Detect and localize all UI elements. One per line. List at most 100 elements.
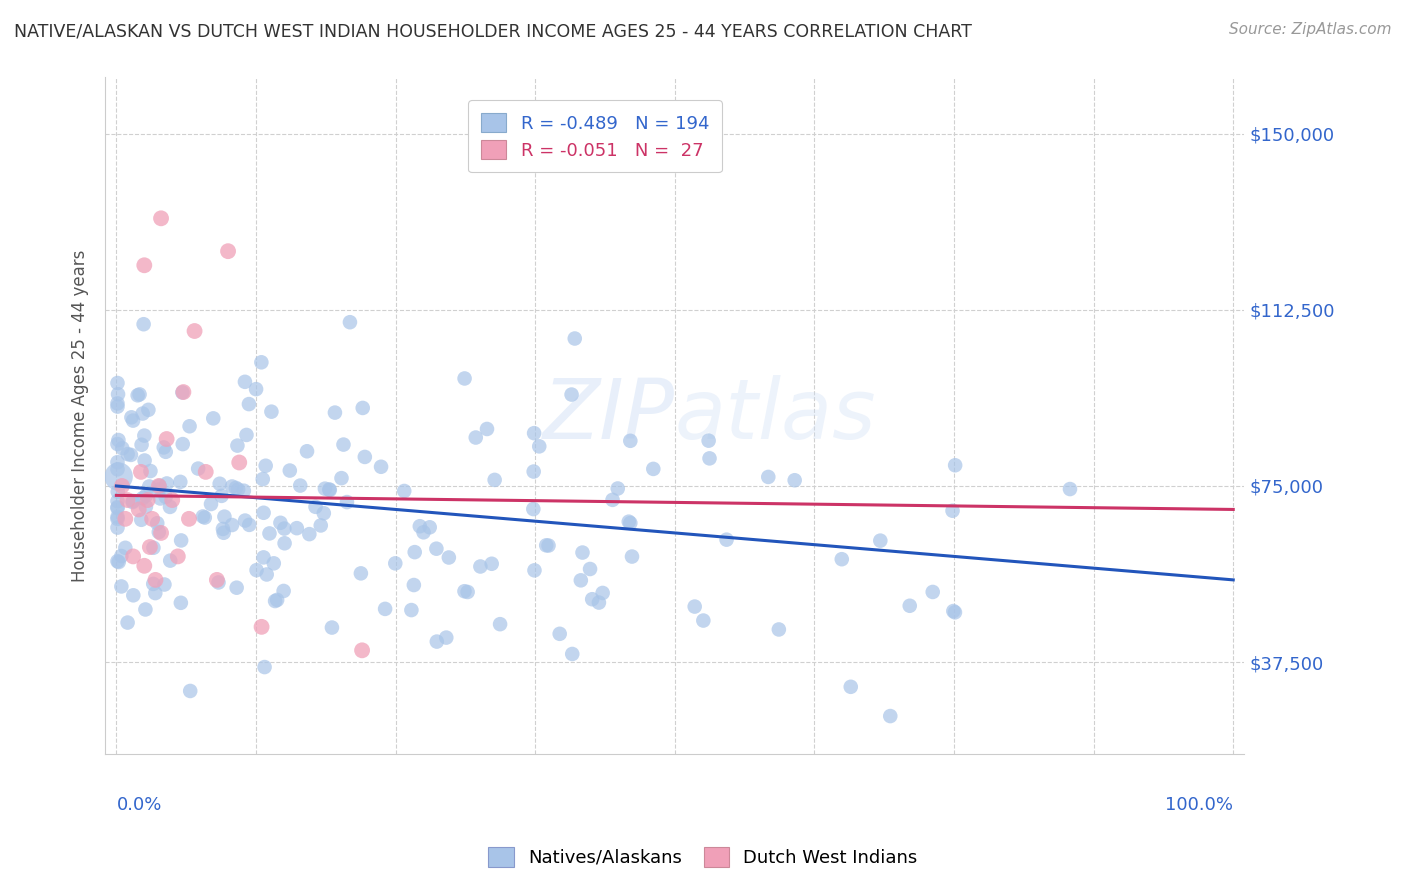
Point	[226, 483, 249, 497]
Point	[107, 455, 129, 469]
Point	[127, 388, 149, 402]
Point	[475, 422, 498, 436]
Point	[143, 586, 166, 600]
Point	[238, 397, 260, 411]
Point	[110, 579, 132, 593]
Point	[581, 592, 603, 607]
Point	[332, 437, 354, 451]
Point	[128, 387, 150, 401]
Point	[529, 439, 551, 453]
Point	[339, 315, 361, 329]
Point	[132, 317, 155, 331]
Point	[252, 472, 274, 486]
Point	[179, 419, 201, 434]
Point	[692, 614, 714, 628]
Point	[561, 387, 583, 401]
Point	[319, 483, 342, 497]
Point	[194, 465, 217, 479]
Point	[114, 512, 136, 526]
Point	[250, 355, 273, 369]
Point	[172, 385, 194, 400]
Point	[155, 445, 177, 459]
Point	[142, 541, 165, 555]
Point	[139, 540, 162, 554]
Point	[141, 512, 163, 526]
Point	[135, 488, 157, 502]
Point	[869, 533, 891, 548]
Point	[263, 557, 285, 571]
Point	[169, 475, 191, 489]
Point	[233, 514, 256, 528]
Point	[150, 525, 173, 540]
Point	[402, 578, 425, 592]
Point	[111, 441, 134, 455]
Point	[148, 524, 170, 539]
Point	[156, 432, 179, 446]
Point	[120, 448, 142, 462]
Point	[129, 513, 152, 527]
Point	[831, 552, 853, 566]
Point	[534, 538, 557, 552]
Point	[146, 516, 169, 531]
Point	[522, 502, 544, 516]
Point	[278, 464, 301, 478]
Point	[138, 402, 160, 417]
Point	[134, 453, 156, 467]
Point	[217, 244, 239, 259]
Point	[352, 401, 374, 415]
Point	[107, 396, 129, 410]
Point	[107, 400, 129, 414]
Point	[943, 458, 966, 473]
Point	[245, 563, 267, 577]
Point	[309, 518, 332, 533]
Point	[225, 481, 247, 495]
Point	[117, 447, 139, 461]
Point	[273, 536, 295, 550]
Point	[159, 500, 181, 514]
Point	[191, 509, 214, 524]
Point	[122, 494, 145, 508]
Point	[942, 604, 965, 618]
Point	[107, 462, 129, 476]
Point	[149, 491, 172, 506]
Point	[208, 476, 231, 491]
Point	[330, 471, 353, 485]
Point	[150, 211, 173, 226]
Point	[457, 585, 479, 599]
Point	[579, 562, 602, 576]
Point	[107, 512, 129, 526]
Point	[233, 375, 256, 389]
Point	[232, 483, 254, 498]
Point	[139, 464, 162, 478]
Point	[312, 506, 335, 520]
Point	[252, 506, 274, 520]
Point	[117, 615, 139, 630]
Point	[183, 324, 205, 338]
Point	[321, 621, 343, 635]
Point	[114, 541, 136, 555]
Point	[470, 559, 492, 574]
Point	[401, 603, 423, 617]
Point	[484, 473, 506, 487]
Point	[523, 563, 546, 577]
Point	[107, 500, 129, 514]
Point	[145, 573, 167, 587]
Point	[107, 469, 129, 483]
Point	[134, 428, 156, 442]
Point	[620, 549, 643, 564]
Point	[121, 495, 143, 509]
Text: ZIP: ZIP	[543, 375, 675, 456]
Point	[107, 433, 129, 447]
Point	[548, 627, 571, 641]
Point	[318, 483, 340, 497]
Point	[523, 465, 546, 479]
Point	[107, 484, 129, 499]
Point	[254, 458, 277, 473]
Point	[898, 599, 921, 613]
Point	[606, 482, 628, 496]
Point	[437, 550, 460, 565]
Point	[155, 490, 177, 504]
Point	[537, 539, 560, 553]
Point	[699, 451, 721, 466]
Point	[166, 549, 188, 564]
